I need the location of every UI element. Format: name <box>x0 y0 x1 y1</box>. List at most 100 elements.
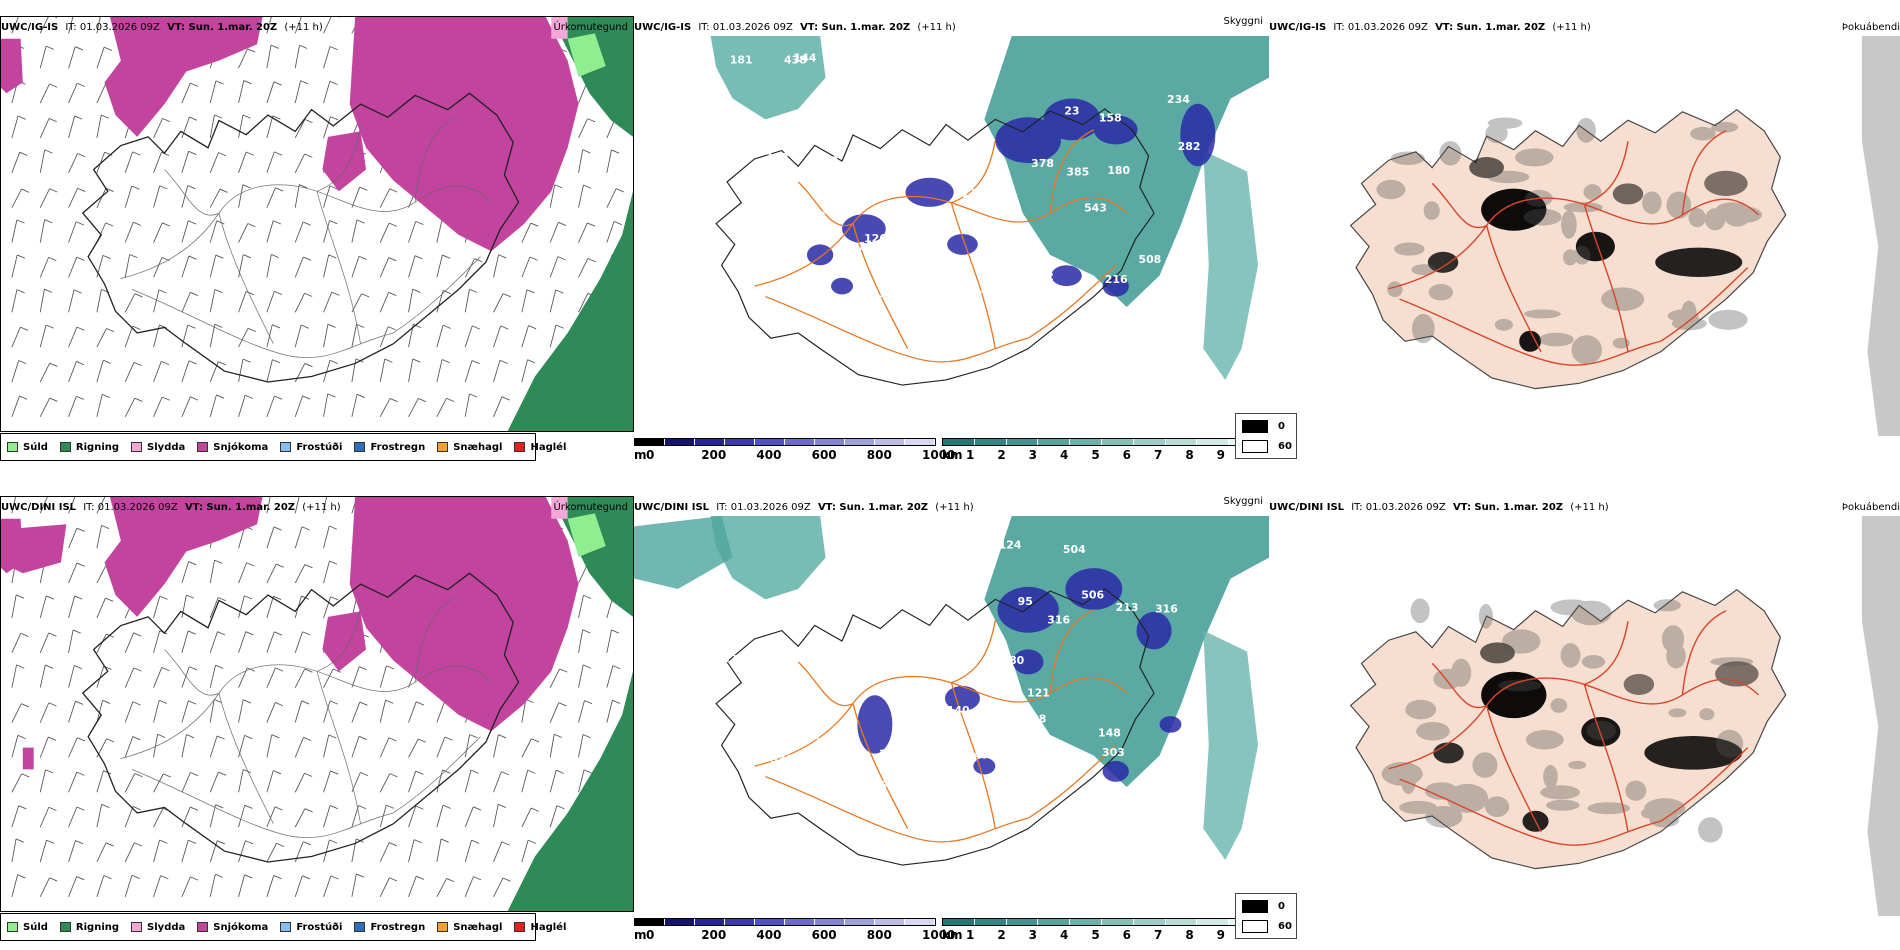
cloud-base-value: 234 <box>1167 93 1190 106</box>
cloud-base-values: 86 419 438 543 378 830 207 271 258 385 180 175 181 24… <box>730 52 1201 325</box>
fog-legend-swatch <box>1242 440 1268 453</box>
iceland-outline <box>81 92 520 383</box>
cloud-base-value: 865 <box>746 269 769 282</box>
cloud-base-value: 121 <box>1027 687 1050 700</box>
precip-map[interactable] <box>0 16 634 432</box>
lead-time: (+11 h) <box>302 502 341 513</box>
cloud-base-value: 606 <box>962 709 985 722</box>
fog-legend-swatch <box>1242 900 1268 913</box>
colorbar-tick: 3 <box>1028 448 1038 462</box>
cloud-base-value: 211 <box>738 273 761 286</box>
valid-time: VT: Sun. 1.mar. 20Z <box>817 502 929 513</box>
legend-swatch <box>514 922 526 932</box>
legend-label: Haglél <box>530 441 567 453</box>
model-name: UWC/IG-IS <box>1269 22 1327 33</box>
cloud-base-value: 198 <box>1115 313 1138 326</box>
legend-item: Frostúði <box>280 442 342 453</box>
cloud-visibility-map[interactable]: 86 419 438 543 378 830 207 271 258 385 180 175 181 24… <box>634 36 1269 432</box>
road-network <box>120 594 492 839</box>
colorbar-tick: 8 <box>1185 448 1194 462</box>
cloud-visibility-map[interactable]: 536 504 596 506 606 404 319 225 213 316 320 805 188 3… <box>634 516 1269 912</box>
precip-type-panel: UWC/IG-IS IT: 01.03.2026 09Z VT: Sun. 1.… <box>0 0 634 470</box>
cloud-base-value: 419 <box>810 157 833 170</box>
lead-time: (+11 h) <box>284 22 323 33</box>
cloud-base-value: 158 <box>1099 112 1122 125</box>
cloud-base-value: 188 <box>803 210 826 223</box>
cloud-base-value: 124 <box>999 539 1022 552</box>
cloud-base-value: 282 <box>1178 140 1201 153</box>
colorbar-tick: 9 <box>1216 448 1226 462</box>
cloud-visibility-panel: UWC/IG-IS IT: 01.03.2026 09Z VT: Sun. 1.… <box>634 0 1269 470</box>
init-time: IT: 01.03.2026 09Z <box>1333 22 1428 33</box>
iceland-outline <box>715 108 1155 386</box>
valid-time: VT: Sun. 1.mar. 20Z <box>1435 22 1546 33</box>
legend-swatch <box>197 922 209 932</box>
cloud-base-values: 536 504 596 506 606 404 319 225 213 316 320 805 188 3… <box>714 531 1177 802</box>
cloud-base-value: 846 <box>960 645 983 658</box>
lead-time: (+11 h) <box>917 22 956 33</box>
colorbar-tick: 600 <box>811 928 837 942</box>
cloud-base-value: 271 <box>852 194 875 207</box>
legend-swatch <box>280 442 292 452</box>
terrain-shading <box>1381 598 1754 843</box>
cloud-base-value: 303 <box>1102 746 1125 759</box>
model-name: UWC/DINI ISL <box>634 502 710 513</box>
init-time: IT: 01.03.2026 09Z <box>65 22 160 33</box>
precip-map[interactable] <box>0 496 634 912</box>
legend-item: Rigning <box>59 921 120 933</box>
precip-legend: Súld Rigning Slydda Snjókoma Frostúði Frostre… <box>0 913 566 941</box>
colorbar-tick: 600 <box>811 448 837 462</box>
fog-legend-label: 0 <box>1278 421 1285 432</box>
panel-title: Skyggni <box>1223 496 1263 507</box>
fog-map[interactable] <box>1269 36 1900 436</box>
cloud-base-value: 107 <box>957 593 980 606</box>
legend-label: Rigning <box>75 921 120 933</box>
cloud-base-value: 195 <box>815 736 838 749</box>
cloud-base-value: 278 <box>888 539 911 552</box>
legend-item: Haglél <box>514 442 566 453</box>
fog-legend: 0 60 <box>1235 893 1297 939</box>
cloud-base-value: 126 <box>864 232 887 245</box>
legend-label: Súld <box>23 921 48 933</box>
cloud-base-value: 188 <box>1024 713 1047 726</box>
visibility-colorbar: km12345678910 <box>942 436 1269 466</box>
cloud-base-value: 385 <box>1066 166 1089 179</box>
legend-label: Slydda <box>147 921 186 933</box>
legend-swatch <box>437 922 449 932</box>
fog-legend-item: 0 <box>1242 900 1285 913</box>
legend-item: Slydda <box>131 922 185 933</box>
cloud-base-value: 316 <box>1155 603 1178 616</box>
colorbar-tick: 1000 <box>922 928 956 942</box>
cloud-base-value: 454 <box>974 749 997 762</box>
road-network <box>1388 130 1760 366</box>
fog-haze <box>1861 516 1900 916</box>
fog-indicator-panel: UWC/DINI ISL IT: 01.03.2026 09Z VT: Sun.… <box>1235 480 1900 950</box>
colorbar-tick: 400 <box>756 928 782 942</box>
cloud-base-value: 225 <box>803 722 826 735</box>
colorbar-tick: 200 <box>701 448 727 462</box>
visibility-field <box>634 516 1269 860</box>
colorbar-tick: 1 <box>966 448 975 462</box>
init-time: IT: 01.03.2026 09Z <box>1351 502 1446 513</box>
legend-swatch <box>197 442 209 452</box>
cloud-base-value: 189 <box>755 688 778 701</box>
fog-legend-item: 60 <box>1242 920 1292 933</box>
cloud-base-value: 378 <box>1128 312 1151 325</box>
road-network <box>120 114 492 359</box>
cloud-base-value: 42 <box>898 245 913 258</box>
cloud-base-value: 213 <box>1116 601 1139 614</box>
cloud-base-value: 224 <box>879 748 902 761</box>
colorbar-unit: m <box>634 448 647 462</box>
panel-header: UWC/IG-IS IT: 01.03.2026 09Z VT: Sun. 1.… <box>1269 22 1595 33</box>
legend-swatch <box>7 442 18 452</box>
cloud-base-value: 162 <box>906 789 929 802</box>
colorbar-strip <box>634 438 936 446</box>
legend-swatch <box>59 922 71 932</box>
fog-legend-item: 0 <box>1242 420 1285 433</box>
cloud-base-value: 242 <box>1090 312 1113 325</box>
iceland-terrain <box>1349 588 1787 870</box>
cloud-base-value: 438 <box>784 54 807 67</box>
colorbar-tick: 200 <box>701 928 727 942</box>
lead-time: (+11 h) <box>935 502 974 513</box>
fog-map[interactable] <box>1269 516 1900 916</box>
